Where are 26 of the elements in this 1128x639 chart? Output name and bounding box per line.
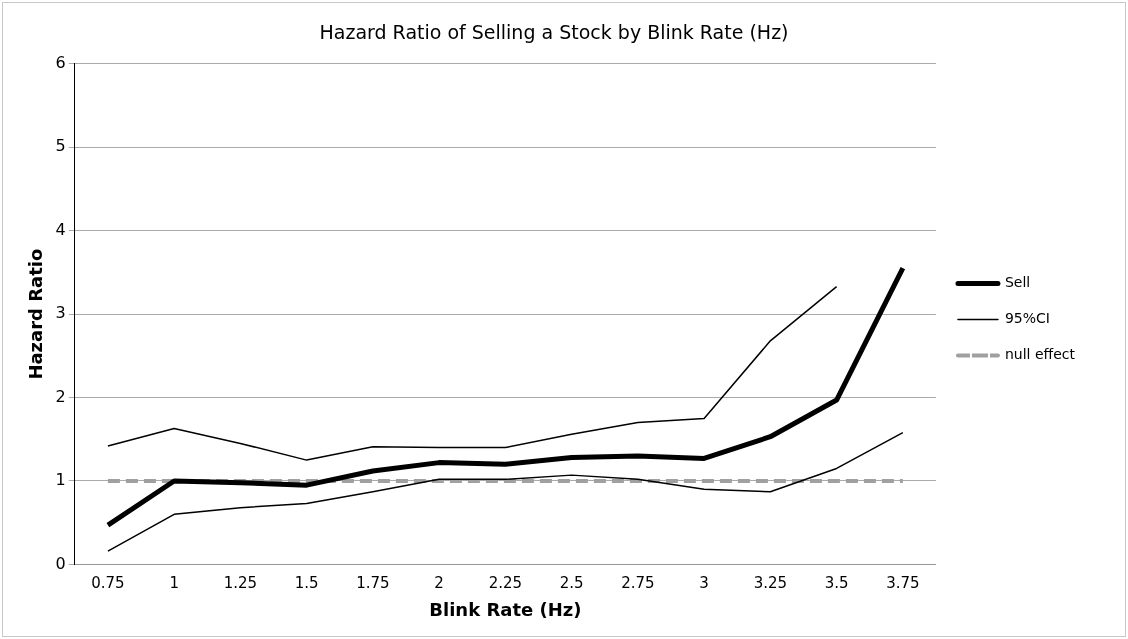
y-tick-label: 6 bbox=[55, 52, 66, 72]
legend-label: Sell bbox=[1004, 274, 1031, 291]
chart-title: Hazard Ratio of Selling a Stock by Blink Rate (Hz) bbox=[319, 21, 789, 44]
x-tick-label: 1 bbox=[169, 574, 179, 593]
legend-label: null effect bbox=[1004, 346, 1076, 363]
x-axis-title: Blink Rate (Hz) bbox=[429, 598, 582, 620]
x-tick-label: 3 bbox=[699, 574, 709, 593]
legend-label: 95%CI bbox=[1004, 310, 1050, 327]
x-tick-label: 2.5 bbox=[559, 574, 584, 593]
y-tick-label: 0 bbox=[55, 553, 66, 573]
x-tick-label: 1.75 bbox=[356, 574, 390, 593]
x-tick-label: 3.25 bbox=[753, 574, 788, 593]
x-tick-label: 1.5 bbox=[294, 574, 319, 593]
x-tick-label: 1.25 bbox=[223, 574, 258, 593]
x-tick-label: 2.75 bbox=[621, 574, 655, 593]
y-axis-title: Hazard Ratio bbox=[25, 248, 47, 380]
y-tick-label: 4 bbox=[55, 219, 66, 239]
y-tick-label: 2 bbox=[55, 386, 66, 406]
y-tick-label: 1 bbox=[55, 470, 66, 490]
x-tick-label: 2 bbox=[434, 574, 444, 593]
y-tick-label: 5 bbox=[55, 136, 66, 156]
x-tick-label: 0.75 bbox=[91, 574, 125, 593]
x-tick-label: 2.25 bbox=[488, 574, 523, 593]
y-tick-label: 3 bbox=[55, 303, 66, 323]
x-tick-label: 3.75 bbox=[886, 574, 920, 593]
x-tick-label: 3.5 bbox=[824, 574, 849, 593]
